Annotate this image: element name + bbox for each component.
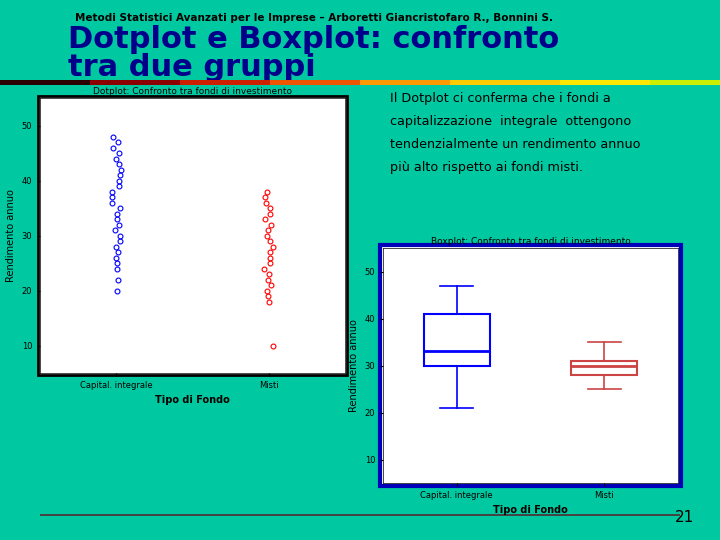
Bar <box>270 80 360 85</box>
X-axis label: Tipo di Fondo: Tipo di Fondo <box>155 395 230 405</box>
Bar <box>360 80 450 85</box>
Y-axis label: Rendimento annuo: Rendimento annuo <box>349 319 359 412</box>
Bar <box>650 80 720 85</box>
Bar <box>180 80 270 85</box>
Text: tra due gruppi: tra due gruppi <box>68 53 316 82</box>
Title: Boxplot: Confronto tra fondi di investimento: Boxplot: Confronto tra fondi di investim… <box>431 237 631 246</box>
Text: Dotplot e Boxplot: confronto: Dotplot e Boxplot: confronto <box>68 25 559 54</box>
X-axis label: Tipo di Fondo: Tipo di Fondo <box>493 505 568 515</box>
Y-axis label: Rendimento annuo: Rendimento annuo <box>6 189 16 282</box>
Text: Il Boxplot suggerisce anche che i fondi
a  capitalizzazione  integrale  sono più: Il Boxplot suggerisce anche che i fondi … <box>40 185 287 244</box>
Bar <box>0 80 90 85</box>
PathPatch shape <box>423 314 490 366</box>
Bar <box>90 80 180 85</box>
Bar <box>450 80 560 85</box>
Bar <box>38 96 347 375</box>
Bar <box>560 80 650 85</box>
PathPatch shape <box>571 361 637 375</box>
Bar <box>380 245 681 486</box>
Text: Il Dotplot ci conferma che i fondi a
capitalizzazione  integrale  ottengono
tend: Il Dotplot ci conferma che i fondi a cap… <box>390 92 641 174</box>
Text: 21: 21 <box>675 510 695 525</box>
Text: Metodi Statistici Avanzati per le Imprese – Arboretti Giancristofaro R., Bonnini: Metodi Statistici Avanzati per le Impres… <box>75 13 553 23</box>
Bar <box>40 514 680 516</box>
Title: Dotplot: Confronto tra fondi di investimento: Dotplot: Confronto tra fondi di investim… <box>93 87 292 96</box>
